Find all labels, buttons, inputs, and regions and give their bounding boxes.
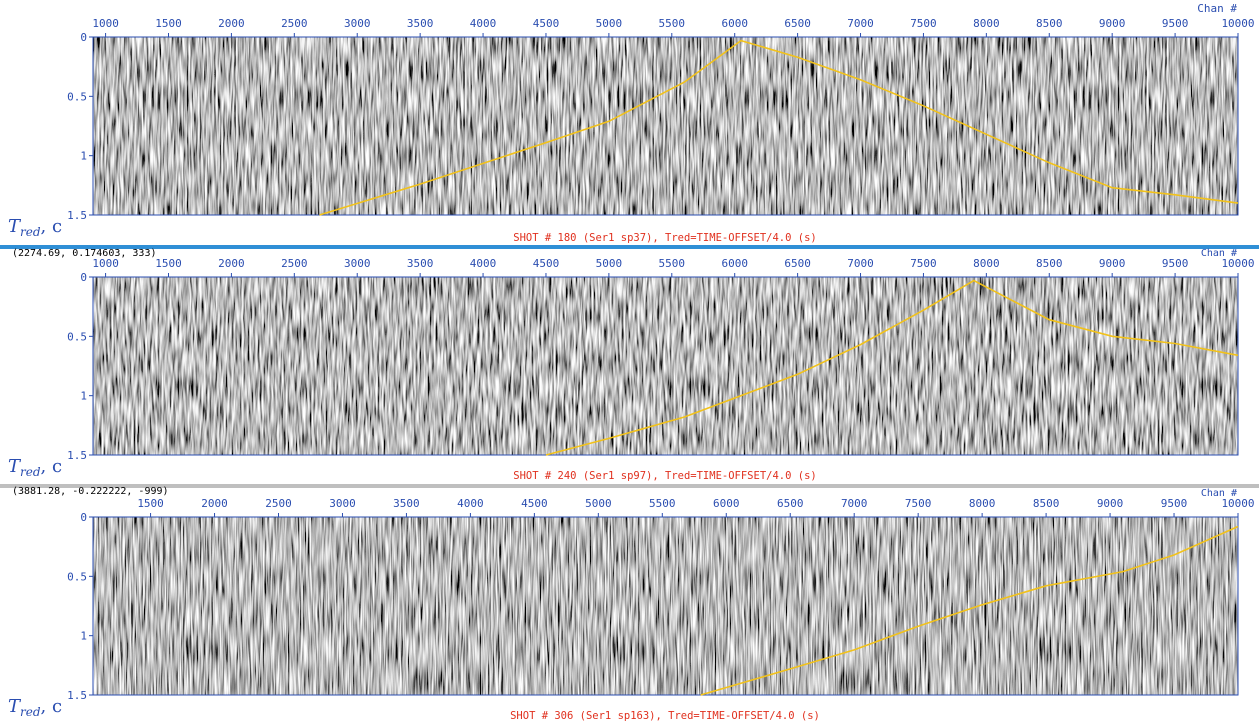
panel-shot-306: (3881.28, -0.222222, -999) 1500 2000 2500 3… (8, 486, 1255, 722)
x-axis-label: Chan # (1201, 488, 1237, 499)
x-axis-label: Chan # (1197, 2, 1237, 15)
first-break-pick-line (700, 525, 1239, 696)
x-tick-label: 3500 (393, 497, 420, 510)
x-tick-label: 6500 (777, 497, 804, 510)
plot-frame (92, 276, 1239, 456)
svg-text:Tred, c: Tred, c (8, 696, 62, 719)
panel-separator (0, 484, 1259, 488)
x-tick-label: 5500 (659, 257, 686, 270)
x-tick-label: 4500 (533, 257, 560, 270)
y-axis-title: Tred, c (8, 456, 62, 479)
first-break-pick-line (545, 279, 1239, 456)
y-tick-label: 0 (80, 271, 87, 284)
y-tick-label: 1.5 (67, 689, 87, 702)
x-tick-label: 4500 (521, 497, 548, 510)
y-tick-label: 1.5 (67, 209, 87, 222)
seismic-image (93, 277, 1238, 455)
x-tick-label: 3500 (407, 17, 434, 30)
x-tick-label: 2500 (265, 497, 292, 510)
x-tick-label: 1500 (155, 17, 182, 30)
y-tick-label: 0.5 (67, 90, 87, 103)
x-tick-label: 3000 (329, 497, 356, 510)
x-tick-label: 10000 (1221, 17, 1254, 30)
x-tick-label: 1500 (155, 257, 182, 270)
seismic-image (93, 517, 1238, 695)
svg-text:Tred, c: Tred, c (8, 216, 62, 239)
x-tick-label: 6000 (713, 497, 740, 510)
x-tick-label: 3000 (344, 257, 371, 270)
y-tick-label: 1.5 (67, 449, 87, 462)
x-tick-label: 4500 (533, 17, 560, 30)
x-tick-label: 1500 (137, 497, 164, 510)
x-tick-label: 9500 (1162, 257, 1189, 270)
x-tick-label: 2500 (281, 257, 308, 270)
x-tick-label: 4000 (470, 257, 497, 270)
y-tick-label: 0.5 (67, 330, 87, 343)
y-axis-title: Tred, c (8, 696, 62, 719)
x-tick-label: 3500 (407, 257, 434, 270)
y-tick-label: 0 (80, 511, 87, 524)
shot-caption: SHOT # 180 (Ser1 sp37), Tred=TIME-OFFSET… (513, 232, 816, 244)
x-tick-label: 9000 (1099, 17, 1126, 30)
svg-text:Tred, c: Tred, c (8, 456, 62, 479)
shot-caption: SHOT # 240 (Ser1 sp97), Tred=TIME-OFFSET… (513, 470, 816, 482)
x-tick-label: 3000 (344, 17, 371, 30)
x-tick-label: 10000 (1221, 257, 1254, 270)
x-tick-label: 7000 (847, 17, 874, 30)
panel-shot-180: 1000 1500 2000 2500 3000 3500 4000 4500 5000 5500… (8, 2, 1255, 244)
x-tick-label: 5000 (585, 497, 612, 510)
x-tick-label: 7500 (910, 257, 937, 270)
seismic-image (93, 37, 1238, 215)
shot-caption: SHOT # 306 (Ser1 sp163), Tred=TIME-OFFSE… (510, 710, 820, 722)
y-tick-label: 1 (80, 390, 87, 403)
y-tick-label: 1 (80, 150, 87, 163)
x-tick-label: 4000 (457, 497, 484, 510)
x-tick-label: 5000 (596, 257, 623, 270)
x-tick-label: 9500 (1161, 497, 1188, 510)
x-tick-label: 9500 (1162, 17, 1189, 30)
y-tick-label: 1 (80, 630, 87, 643)
x-tick-label: 8000 (973, 17, 1000, 30)
x-tick-label: 7000 (847, 257, 874, 270)
x-tick-label: 5500 (659, 17, 686, 30)
x-tick-label: 1000 (92, 257, 119, 270)
x-tick-label: 8000 (969, 497, 996, 510)
x-tick-label: 10000 (1221, 497, 1254, 510)
x-tick-label: 5000 (596, 17, 623, 30)
panel-shot-240: (2274.69, 0.174603, 333) 1000 1500 2000 250… (8, 248, 1255, 482)
x-tick-label: 9000 (1097, 497, 1124, 510)
x-tick-label: 7500 (910, 17, 937, 30)
x-tick-label: 5500 (649, 497, 676, 510)
x-tick-label: 8500 (1033, 497, 1060, 510)
x-tick-label: 1000 (92, 17, 119, 30)
cursor-readout: (3881.28, -0.222222, -999) (12, 486, 169, 497)
x-tick-label: 7500 (905, 497, 932, 510)
first-break-pick-line (319, 39, 1239, 216)
x-tick-label: 6500 (784, 257, 811, 270)
x-tick-label: 8500 (1036, 257, 1063, 270)
x-axis-label: Chan # (1201, 248, 1237, 259)
x-tick-label: 6000 (721, 257, 748, 270)
cursor-readout: (2274.69, 0.174603, 333) (12, 248, 157, 259)
x-tick-label: 8500 (1036, 17, 1063, 30)
y-axis-title: Tred, c (8, 216, 62, 239)
x-tick-label: 6500 (784, 17, 811, 30)
plot-frame (92, 516, 1239, 696)
x-tick-label: 8000 (973, 257, 1000, 270)
x-tick-label: 4000 (470, 17, 497, 30)
y-tick-label: 0 (80, 31, 87, 44)
x-tick-label: 6000 (721, 17, 748, 30)
plot-frame (92, 36, 1239, 216)
x-tick-label: 2000 (201, 497, 228, 510)
x-tick-label: 2500 (281, 17, 308, 30)
x-tick-label: 2000 (218, 257, 245, 270)
x-tick-label: 9000 (1099, 257, 1126, 270)
y-tick-label: 0.5 (67, 570, 87, 583)
panel-separator (0, 245, 1259, 249)
x-tick-label: 7000 (841, 497, 868, 510)
x-tick-label: 2000 (218, 17, 245, 30)
